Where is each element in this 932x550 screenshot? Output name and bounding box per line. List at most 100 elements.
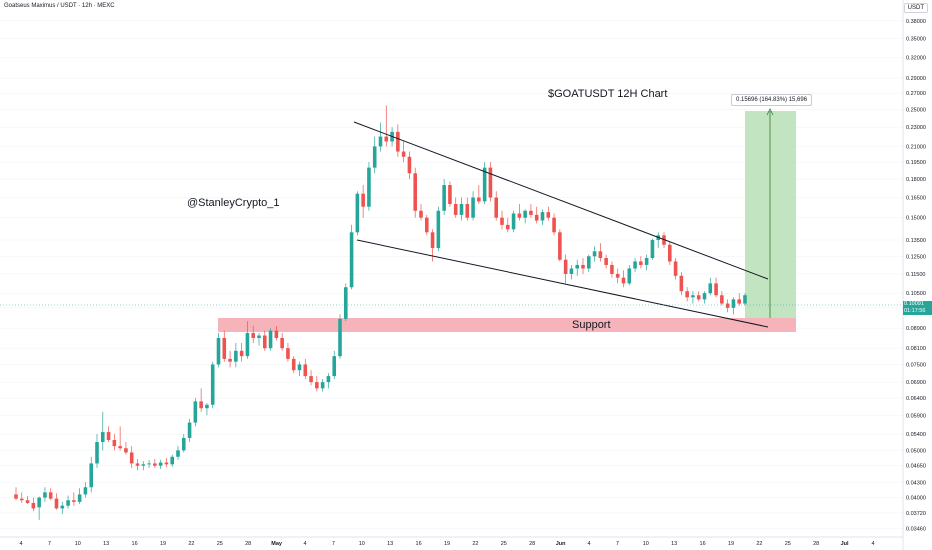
candle-body [100, 432, 105, 443]
time-tick-label: 16 [416, 541, 422, 547]
candle-body [685, 291, 689, 298]
currency-unit-badge[interactable]: USDT [903, 3, 928, 13]
candle-body [378, 136, 383, 147]
time-tick-label: 7 [616, 541, 619, 547]
candle-body [228, 358, 232, 362]
candle-body [141, 464, 146, 466]
candle-body [147, 463, 151, 465]
candle-body [95, 442, 99, 464]
price-tick-label: 0.25000 [906, 108, 926, 114]
candle-body [511, 213, 516, 230]
candle-body [430, 232, 435, 248]
candle-body [367, 167, 371, 207]
candle-body [129, 452, 134, 464]
candle-body [407, 156, 412, 174]
candles [14, 105, 747, 520]
candle-body [523, 210, 527, 218]
price-tick-label: 0.03720 [906, 511, 926, 517]
time-tick-label: 13 [387, 541, 393, 547]
candle-body [384, 136, 389, 142]
price-axis[interactable]: 0.38000 0.35000 0.32000 0.29000 0.27000 0.250… [906, 19, 926, 532]
price-tick-label: 0.06400 [906, 396, 926, 402]
candle-body [413, 173, 418, 211]
candle-body [361, 193, 365, 207]
price-tick-label: 0.23000 [906, 125, 926, 131]
price-tick-label: 0.05400 [906, 432, 926, 438]
time-tick-label: May [271, 541, 283, 547]
price-tick-label: 0.18000 [906, 177, 926, 183]
time-tick-label: 16 [700, 541, 706, 547]
candle-body [187, 422, 192, 438]
candle-body [546, 212, 551, 218]
symbol-header[interactable]: Goatseus Maximus / USDT · 12h · MEXC [4, 3, 115, 9]
candle-body [257, 335, 261, 338]
candle-body [615, 273, 620, 278]
candle-body [731, 299, 736, 308]
candle-body [477, 197, 481, 202]
candle-body [251, 333, 256, 338]
candle-body [48, 492, 53, 499]
current-price-value: 0.10091 [904, 301, 924, 307]
candle-body [737, 299, 742, 304]
time-tick-label: 22 [188, 541, 194, 547]
time-tick-label: 10 [75, 541, 81, 547]
candle-body [280, 337, 284, 349]
time-tick-label: 25 [785, 541, 791, 547]
candle-body [355, 193, 360, 233]
candle-body [586, 256, 591, 269]
candle-body [459, 204, 464, 215]
candle-body [558, 232, 562, 260]
time-tick-label: 16 [132, 541, 138, 547]
time-tick-label: 22 [756, 541, 762, 547]
time-tick-label: 4 [19, 541, 22, 547]
price-tick-label: 0.13500 [906, 238, 926, 244]
candle-body [465, 204, 470, 218]
candle-body [176, 450, 180, 457]
price-tick-label: 0.35000 [906, 36, 926, 42]
candle-body [262, 335, 267, 349]
candle-body [158, 462, 163, 466]
candle-body [135, 463, 140, 466]
price-tick-label: 0.04650 [906, 464, 926, 470]
candle-body [529, 210, 533, 215]
candle-body [419, 210, 423, 218]
candle-body [581, 264, 585, 269]
price-tick-label: 0.32000 [906, 55, 926, 61]
price-tick-label: 0.27000 [906, 91, 926, 97]
candle-body [482, 167, 487, 202]
time-tick-label: 7 [48, 541, 51, 547]
candle-body [505, 224, 510, 230]
candle-body [210, 364, 215, 405]
price-tick-label: 0.15000 [906, 216, 926, 222]
time-axis[interactable]: 4 7 10 13 16 19 22 25 28 May 4 7 10 13 16 19 22 25 28 Jun 4 7… [19, 541, 874, 547]
support-zone [218, 318, 796, 332]
upper-trendline [353, 121, 769, 280]
candle-body [396, 131, 400, 152]
time-tick-label: 28 [529, 541, 535, 547]
candle-body [181, 437, 186, 451]
price-tick-label: 0.12500 [906, 254, 926, 260]
candle-body [83, 487, 88, 495]
candle-body [193, 401, 198, 423]
candle-body [164, 462, 169, 465]
candle-body [268, 330, 273, 349]
price-tick-label: 0.08900 [906, 326, 926, 332]
candle-body [488, 167, 493, 198]
candle-body [89, 463, 94, 488]
time-tick-label: 13 [103, 541, 109, 547]
time-tick-label: 4 [303, 541, 306, 547]
time-tick-label: 28 [245, 541, 251, 547]
candle-body [60, 505, 65, 509]
chart-title: $GOATUSDT 12H Chart [548, 88, 668, 100]
candle-body [112, 440, 117, 447]
candle-body [401, 151, 406, 157]
candle-body [725, 303, 730, 308]
candle-body [315, 382, 319, 389]
time-tick-label: 7 [332, 541, 335, 547]
candle-body [326, 376, 331, 383]
candle-body [199, 401, 203, 409]
candle-body [19, 498, 24, 501]
candle-body [552, 217, 556, 233]
candle-body [569, 268, 574, 274]
